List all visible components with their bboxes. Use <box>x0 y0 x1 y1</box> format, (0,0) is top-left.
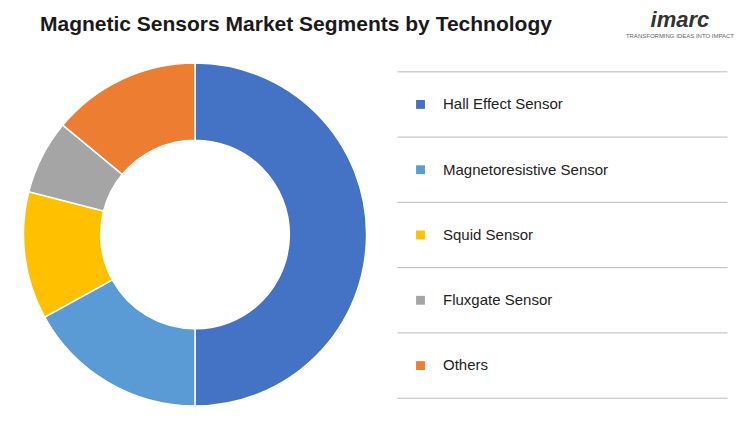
svg-text:Others: Others <box>443 356 488 373</box>
html-text:imarc: imarc <box>650 7 710 32</box>
svg-text:Magnetoresistive Sensor: Magnetoresistive Sensor <box>443 161 608 178</box>
html-text:Magnetic Sensors Market Segmen: Magnetic Sensors Market Segments by Tech… <box>40 12 552 35</box>
html-text:TRANSFORMING IDEAS INTO IMPACT: TRANSFORMING IDEAS INTO IMPACT <box>625 33 734 39</box>
svg-text:Hall Effect Sensor: Hall Effect Sensor <box>443 95 563 112</box>
svg-text:Squid Sensor: Squid Sensor <box>443 226 533 243</box>
svg-text:Fluxgate Sensor: Fluxgate Sensor <box>443 291 552 308</box>
